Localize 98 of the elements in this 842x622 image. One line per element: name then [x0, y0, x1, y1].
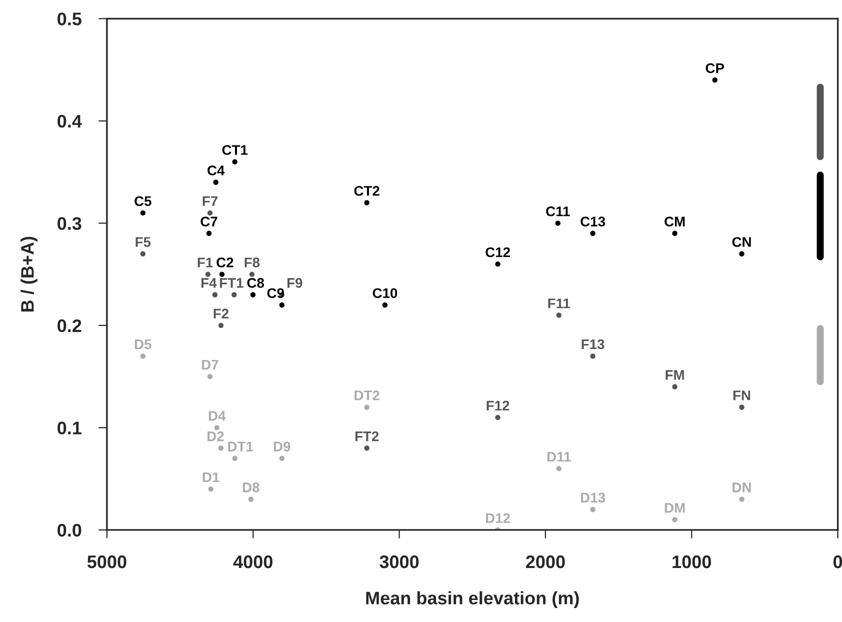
- data-label: D9: [274, 442, 290, 452]
- point: [590, 230, 596, 236]
- data-label: DT1: [228, 442, 254, 452]
- data-label: C4: [208, 166, 225, 176]
- x-tick-label: 2000: [526, 555, 565, 568]
- data-label: C9: [267, 288, 284, 298]
- data-label: C11: [546, 206, 570, 216]
- y-axis-title: B / (B+A): [20, 236, 38, 312]
- data-label: F8: [244, 258, 260, 268]
- data-label: C13: [580, 216, 606, 227]
- point: [739, 404, 744, 410]
- point: [279, 302, 284, 308]
- point: [206, 230, 212, 236]
- point: [205, 272, 211, 277]
- point: [364, 446, 370, 451]
- point: [590, 354, 596, 359]
- data-label: D12: [486, 513, 510, 523]
- data-label: F2: [214, 308, 228, 318]
- point: [248, 496, 254, 502]
- point: [249, 272, 255, 277]
- data-label: FN: [733, 390, 750, 400]
- data-label: CM: [664, 216, 685, 226]
- point: [590, 506, 596, 512]
- data-label: CN: [732, 237, 751, 247]
- point: [364, 404, 370, 410]
- point: [140, 210, 146, 216]
- data-label: D2: [208, 431, 224, 442]
- data-label: C2: [216, 258, 234, 268]
- data-label: F1: [198, 258, 213, 268]
- y-tick-label: 0.3: [58, 217, 82, 230]
- data-label: F5: [136, 237, 151, 247]
- x-tick-label: 5000: [87, 555, 126, 568]
- point: [207, 210, 213, 216]
- x-tick-label: 1000: [672, 555, 711, 568]
- point: [250, 292, 256, 298]
- data-label: F13: [582, 339, 604, 350]
- point: [739, 496, 744, 502]
- point: [555, 220, 560, 226]
- data-label: CT1: [222, 145, 248, 155]
- point: [495, 261, 500, 267]
- point: [672, 230, 678, 236]
- data-label: D8: [242, 482, 260, 492]
- point: [232, 159, 238, 164]
- y-tick-label: 0.0: [58, 524, 82, 537]
- data-label: D7: [202, 360, 218, 370]
- data-label: F11: [548, 298, 570, 308]
- point: [672, 384, 678, 390]
- point: [219, 272, 225, 277]
- data-label: C8: [247, 278, 264, 288]
- data-label: F7: [202, 196, 218, 206]
- point: [208, 486, 214, 492]
- point: [279, 456, 284, 461]
- data-label: F9: [287, 278, 302, 288]
- x-tick-label: 3000: [380, 555, 419, 568]
- data-label: FM: [666, 370, 684, 380]
- point: [207, 374, 213, 380]
- data-label: DT2: [354, 390, 380, 400]
- x-tick-label: 0: [833, 555, 842, 568]
- data-label: CT2: [354, 186, 380, 196]
- point: [214, 425, 220, 430]
- point: [712, 77, 718, 83]
- point: [232, 292, 237, 298]
- point: [218, 446, 224, 451]
- point: [556, 466, 562, 472]
- point: [672, 517, 678, 522]
- y-tick-label: 0.4: [58, 114, 82, 128]
- point: [213, 180, 218, 185]
- data-label: C5: [134, 196, 152, 206]
- point: [232, 456, 238, 461]
- point: [495, 414, 500, 420]
- point: [364, 200, 370, 206]
- data-label: F12: [486, 400, 510, 410]
- point: [140, 251, 146, 256]
- y-tick-label: 0.5: [58, 12, 82, 26]
- x-tick-label: 4000: [233, 555, 272, 568]
- data-label: FT1: [220, 278, 244, 288]
- point: [739, 251, 744, 256]
- data-label: D1: [202, 472, 220, 482]
- data-label: C10: [372, 288, 398, 298]
- data-label: D13: [580, 492, 606, 503]
- data-label: CP: [706, 63, 724, 74]
- point: [556, 312, 562, 318]
- point: [212, 292, 218, 298]
- data-label: DM: [664, 503, 685, 513]
- data-label: D5: [134, 340, 152, 350]
- data-label: D4: [208, 411, 226, 421]
- y-tick-label: 0.2: [58, 319, 82, 332]
- data-label: F4: [201, 278, 217, 288]
- data-label: DN: [732, 482, 751, 492]
- x-axis-title: Mean basin elevation (m): [366, 591, 579, 608]
- data-label: FT2: [355, 431, 379, 442]
- point: [218, 322, 224, 328]
- data-label: C7: [200, 216, 218, 226]
- data-label: D11: [547, 452, 571, 462]
- y-tick-label: 0.1: [58, 422, 82, 434]
- data-label: C12: [486, 247, 510, 258]
- point: [382, 302, 388, 308]
- point: [140, 354, 146, 359]
